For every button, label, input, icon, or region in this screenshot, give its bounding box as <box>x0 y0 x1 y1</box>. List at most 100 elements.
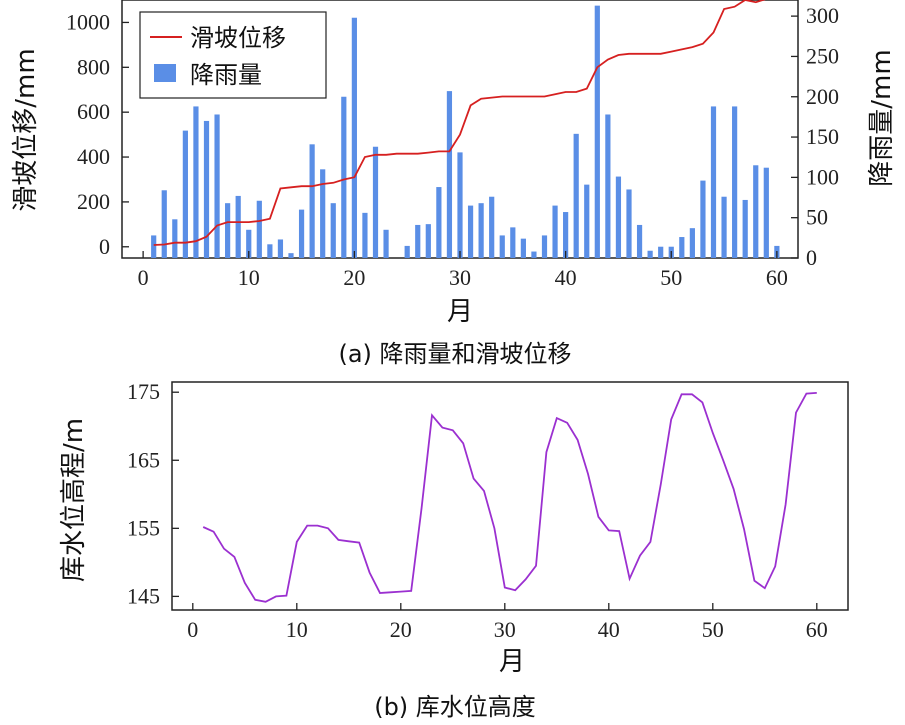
rainfall-bar <box>330 203 336 258</box>
rainfall-bar <box>563 212 569 258</box>
rainfall-bar <box>151 235 157 258</box>
x-tick-label: 20 <box>390 617 412 642</box>
rainfall-bar <box>763 167 769 258</box>
rainfall-bar <box>520 238 526 258</box>
rainfall-bar <box>235 195 241 258</box>
rainfall-bar <box>267 244 273 258</box>
panel-a-caption: (a) 降雨量和滑坡位移 <box>338 340 571 368</box>
rainfall-bar <box>161 190 167 258</box>
rainfall-bar <box>636 224 643 258</box>
y-left-tick-label: 600 <box>77 99 110 124</box>
panel-b: 0 10 20 30 40 50 60 145 155 165 175 库水位高程/m 月 (b)… <box>59 379 849 721</box>
rainfall-bar <box>415 224 421 258</box>
y-left-tick-label: 200 <box>77 189 110 214</box>
x-tick-label: 40 <box>555 265 577 290</box>
rainfall-bar <box>626 189 632 258</box>
y-right-tick-label: 250 <box>806 43 839 68</box>
y-left-tick-label: 400 <box>77 144 110 169</box>
rainfall-bar <box>721 196 727 258</box>
x-tick-label: 0 <box>138 265 149 290</box>
displacement-line <box>153 0 766 246</box>
rainfall-bar <box>531 251 537 258</box>
x-tick-label: 40 <box>598 617 620 642</box>
x-tick-label: 10 <box>238 265 260 290</box>
rainfall-bar <box>298 209 305 258</box>
y-left-tick-label: 1000 <box>66 9 110 34</box>
rainfall-bar <box>193 106 199 258</box>
panel-a-x-ticks: 0 10 20 30 40 50 60 <box>138 251 788 290</box>
rainfall-bar <box>246 229 252 258</box>
y-tick-label: 165 <box>127 447 160 472</box>
y-left-tick-label: 0 <box>99 234 110 259</box>
panel-b-caption: (b) 库水位高度 <box>374 693 536 721</box>
rainfall-bar <box>647 250 653 258</box>
rainfall-bar <box>689 228 695 258</box>
rainfall-bar <box>425 224 431 258</box>
rainfall-bar <box>225 203 231 258</box>
y-tick-label: 155 <box>127 515 160 540</box>
rainfall-bar <box>256 200 262 258</box>
rainfall-bar <box>700 180 706 258</box>
panel-a-ylabel-left: 滑坡位移/mm <box>11 48 41 211</box>
rainfall-bar <box>362 212 368 258</box>
rainfall-bar <box>203 120 210 258</box>
panel-b-x-ticks: 0 10 20 30 40 50 60 <box>187 603 828 642</box>
rainfall-bar <box>658 246 664 258</box>
rainfall-bar <box>341 96 347 258</box>
rainfall-bar <box>615 176 622 258</box>
panel-a-y-left-ticks: 0 200 400 600 800 1000 <box>66 9 129 259</box>
y-right-tick-label: 50 <box>806 205 828 230</box>
rainfall-bar <box>742 199 748 258</box>
panel-b-ylabel: 库水位高程/m <box>59 418 89 582</box>
legend: 滑坡位移 降雨量 <box>139 11 327 99</box>
x-tick-label: 30 <box>449 265 471 290</box>
rainfall-bar <box>404 245 410 258</box>
rainfall-bar <box>478 203 484 258</box>
rainfall-bar <box>467 205 474 258</box>
panel-a-ylabel-right: 降雨量/mm <box>867 49 897 186</box>
y-right-tick-label: 200 <box>806 84 839 109</box>
rainfall-bar <box>710 106 717 258</box>
rainfall-bar <box>510 227 516 258</box>
rainfall-bar <box>320 169 326 258</box>
y-tick-label: 145 <box>127 583 160 608</box>
rainfall-bar <box>446 91 453 258</box>
panel-b-xlabel: 月 <box>499 647 525 677</box>
rainfall-bar <box>372 146 379 258</box>
legend-box <box>139 11 327 99</box>
y-right-tick-label: 300 <box>806 3 839 28</box>
y-left-tick-label: 800 <box>77 54 110 79</box>
rainfall-bar <box>573 133 579 258</box>
legend-label-displacement: 滑坡位移 <box>190 24 286 52</box>
x-tick-label: 60 <box>806 617 828 642</box>
rainfall-bar <box>732 106 738 258</box>
y-right-tick-label: 100 <box>806 164 839 189</box>
x-tick-label: 0 <box>187 617 198 642</box>
rainfall-bar <box>594 5 600 258</box>
x-tick-label: 10 <box>286 617 308 642</box>
rainfall-bar <box>552 205 558 258</box>
rainfall-bar <box>277 239 284 258</box>
rainfall-bar <box>309 144 315 258</box>
rainfall-bar <box>489 196 495 258</box>
x-tick-label: 50 <box>702 617 724 642</box>
water-level-line <box>202 392 817 603</box>
x-tick-label: 20 <box>343 265 365 290</box>
panel-b-frame <box>171 381 849 611</box>
rainfall-bar <box>182 130 188 258</box>
y-tick-label: 175 <box>127 379 160 404</box>
rainfall-bar <box>679 237 685 258</box>
panel-a: 0 10 20 30 40 50 60 0 200 400 600 800 1000 0 50 100 15… <box>11 0 897 368</box>
rainfall-bar <box>753 165 759 258</box>
rainfall-bar <box>288 253 294 258</box>
legend-bar-swatch <box>154 64 176 82</box>
x-tick-label: 60 <box>766 265 788 290</box>
panel-a-y-right-ticks: 0 50 100 150 200 250 300 <box>791 3 839 270</box>
rainfall-bar <box>172 219 178 258</box>
rainfall-bar <box>436 187 442 258</box>
x-tick-label: 30 <box>494 617 516 642</box>
rainfall-bar <box>457 152 463 258</box>
rainfall-bar <box>541 235 548 258</box>
x-tick-label: 50 <box>660 265 682 290</box>
